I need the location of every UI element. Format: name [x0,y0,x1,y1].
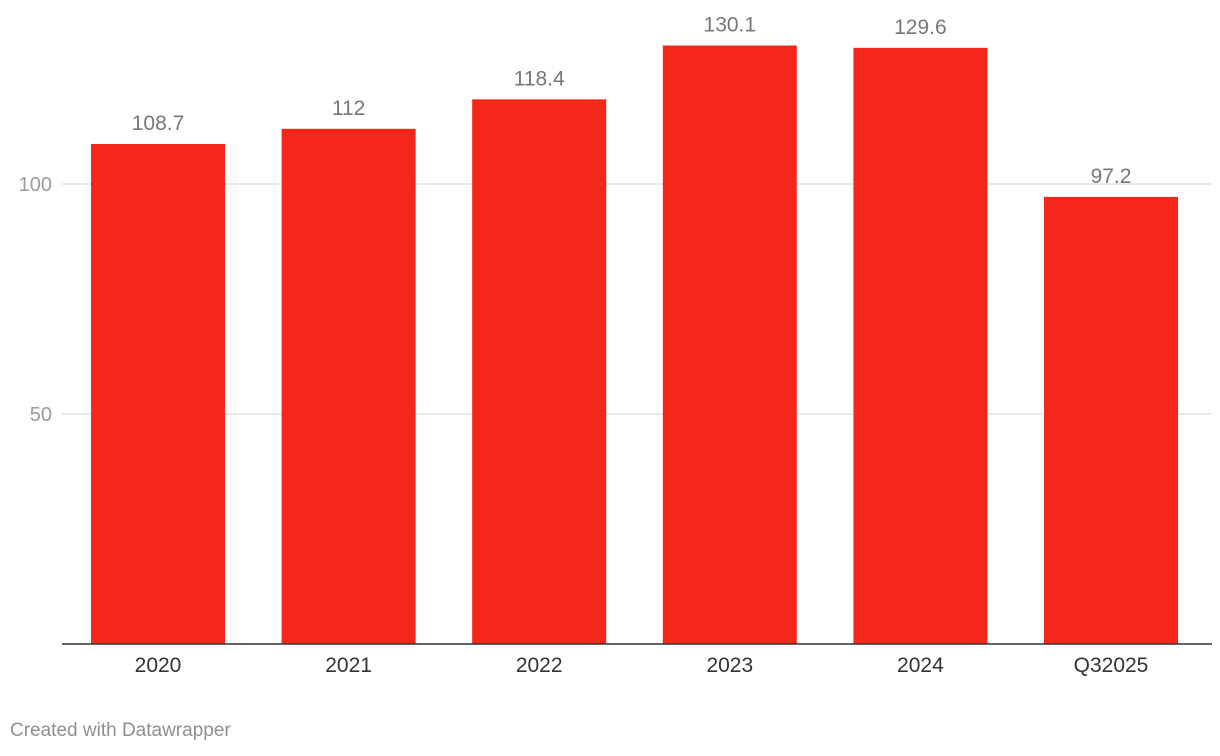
bars [91,45,1178,645]
x-tick-label: 2024 [897,654,944,677]
y-tick-label: 100 [19,174,52,196]
x-tick-label: 2023 [706,654,753,677]
value-label: 112 [332,97,365,120]
value-label: 97.2 [1091,165,1132,188]
x-tick-label: 2021 [325,654,372,677]
value-label: 118.4 [514,67,565,90]
bar-Q32025 [1044,196,1178,644]
bar-2022 [472,99,607,645]
gridlines [62,183,1212,415]
y-tick-label: 50 [30,404,52,426]
bar-chart: 50 100 108.7 2020 112 2021 118.4 2022 130.1 2023 1… [19,14,1212,677]
x-tick-label: 2020 [135,654,182,677]
bar-2020 [91,143,225,645]
bar-2023 [662,45,797,645]
bar-2021 [281,128,416,645]
value-label: 130.1 [704,14,757,37]
labels: 50 100 108.7 2020 112 2021 118.4 2022 130.1 2023 1… [19,14,1149,677]
x-tick-label: 2022 [516,654,563,677]
value-label: 108.7 [132,112,185,135]
x-tick-label: Q32025 [1074,654,1149,677]
credit-footer: Created with Datawrapper [10,720,231,741]
bar-2024 [853,47,988,644]
value-label: 129.6 [894,16,947,39]
